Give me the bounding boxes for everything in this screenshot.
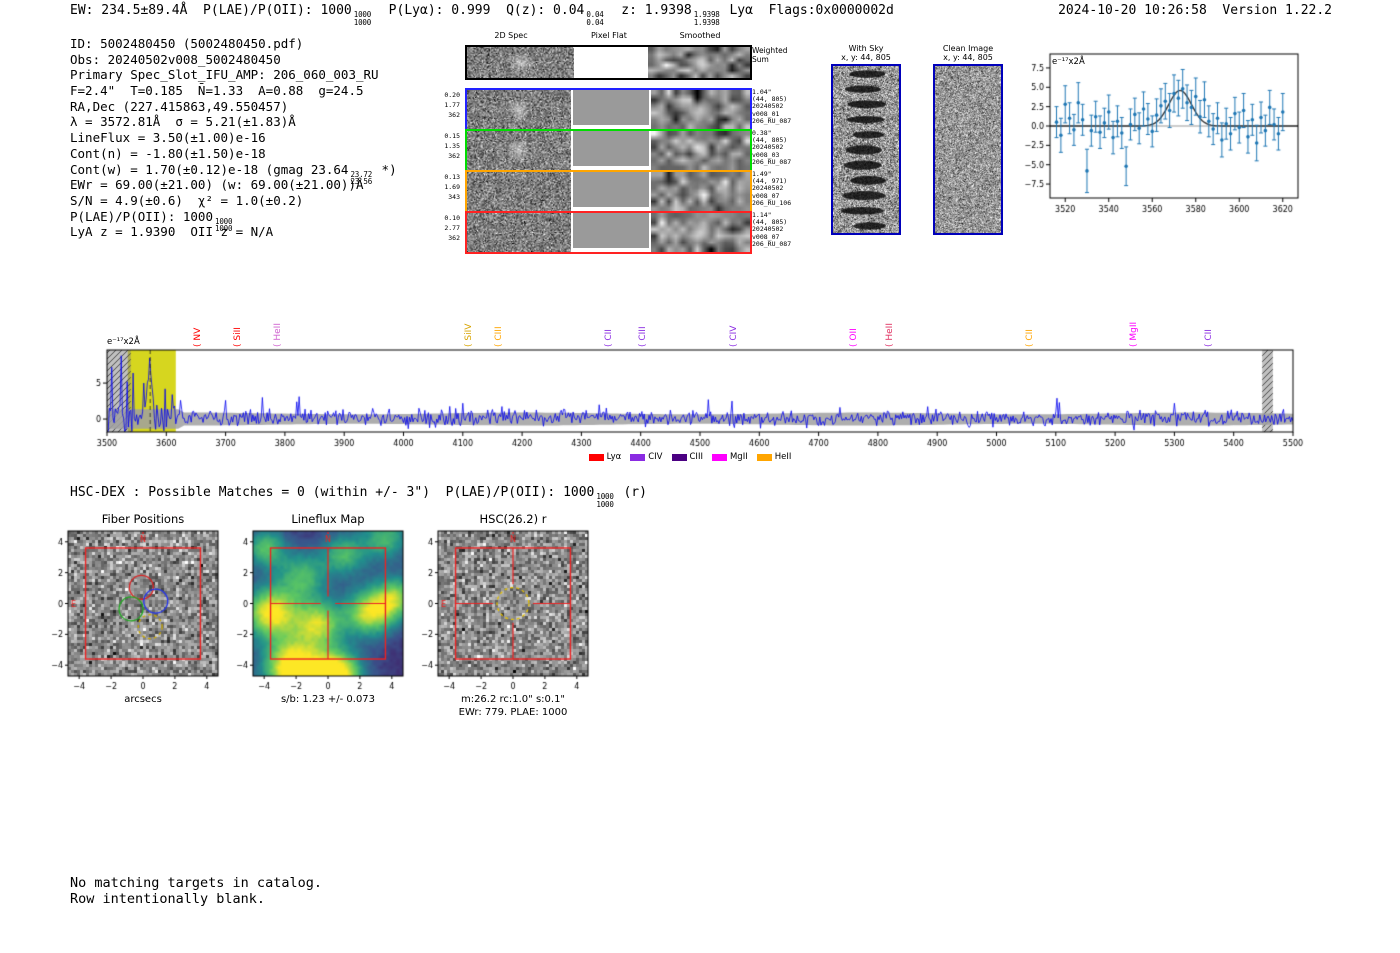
stacked-fraction: 1.9398 1.9398 [693,10,720,27]
legend-item: Lyα [588,452,622,462]
info-line: ID: 5002480450 (5002480450.pdf) [70,36,304,51]
clean-image-title: Clean Image x, y: 44, 805 [942,44,994,62]
fiber-positions-title: Fiber Positions [101,512,185,526]
fiber-2d-spec-image [467,213,571,252]
info-line: Cont(w) = 1.70(±0.12)e-18 (gmag 23.64 23.… [70,161,397,186]
fiber-row-annotation: 0.38" (44, 805) 20240502 v008_03 206_RU_087 [752,129,792,166]
info-line: Cont(n) = -1.80(±1.50)e-18 [70,145,266,161]
fiber-pixel-flat-image [572,172,649,207]
line-fit-plot [1010,48,1305,223]
with-sky-panel [831,64,901,235]
stacked-fraction: 0.04 0.04 [586,10,604,27]
hsc-cutout-title: HSC(26.2) r [479,512,547,526]
lineflux-map-cutout [227,528,413,700]
fiber-row-weights: 0.15 1.35 362 [444,132,460,160]
legend-swatch [671,453,687,461]
legend-item: MgII [711,452,748,462]
legend-swatch [756,453,772,461]
spec2d-fiber-row [465,211,752,254]
info-line: RA,Dec (227.415863,49.550457) [70,98,289,114]
fiber-2d-spec-image [467,172,571,211]
fiber-row-weights: 0.10 2.77 362 [444,214,460,242]
legend-swatch [588,453,604,461]
info-line: Primary Spec_Slot_IFU_AMP: 206_060_003_R… [70,67,379,83]
header-summary-line: EW: 234.5±89.4Å P(LAE)/P(OII): 1000 1000 1… [70,3,894,27]
weighted-sum-smoothed-image [647,47,750,78]
fiber-pixel-flat-image [572,213,649,248]
spec2d-fiber-row [465,129,752,172]
legend-label: HeII [774,452,792,462]
fiber-pixel-flat-image [572,131,649,166]
fiber-smoothed-image [650,90,750,129]
col-title-2d-spec: 2D Spec [494,31,528,40]
col-title-pixel-flat: Pixel Flat [591,31,627,40]
detection-info-block: ID: 5002480450 (5002480450.pdf) Obs: 2024… [70,36,397,240]
legend-item: HeII [756,452,792,462]
clean-image-panel [933,64,1003,235]
hsc-cutout [412,528,598,700]
legend-label: MgII [729,452,748,462]
spec2d-fiber-row [465,170,752,213]
hsc-cutout-caption: m:26.2 rc:1.0" s:0.1" [460,694,566,705]
spec2d-fiber-row [465,88,752,131]
legend-item: CIV [630,452,663,462]
fiber-2d-spec-image [467,131,571,170]
fiber-smoothed-image [650,131,750,170]
fiber-row-annotation: 1.04" (44, 805) 20240502 v008_01 206_RU_087 [752,88,792,125]
weighted-sum-blank-cell [575,47,646,74]
footer-notes: No matching targets in catalog. Row inte… [70,875,322,907]
fiber-positions-caption: arcsecs [124,694,162,705]
info-line: LineFlux = 3.50(±1.00)e-16 [70,130,266,146]
full-spectrum-plot [65,335,1310,453]
weighted-sum-row [465,45,752,80]
fiber-row-annotation: 1.14" (44, 805) 20240502 v008_07 206_RU_087 [752,211,792,248]
stacked-fraction: 1000 1000 [596,492,614,509]
with-sky-image [833,66,899,233]
header-timestamp-version: 2024-10-20 10:26:58 Version 1.22.2 [1058,3,1332,18]
info-line: S/N = 4.9(±0.6) χ² = 1.0(±0.2) [70,192,304,208]
fiber-row-annotation: 1.49" (44, 971) 20240502 v008_07 206_RU_106 [752,170,792,207]
stacked-fraction: 1000 1000 [353,10,372,27]
weighted-sum-2d-spec-image [467,47,574,78]
fiber-row-weights: 0.20 1.77 362 [444,91,460,119]
hsc-dex-matches-line: HSC-DEX : Possible Matches = 0 (within +… [70,485,647,509]
lineflux-map-title: Lineflux Map [291,512,365,526]
footer-line-2: Row intentionally blank. [70,890,266,907]
info-line: λ = 3572.81Å σ = 5.21(±1.83)Å [70,114,296,130]
fiber-smoothed-image [650,213,750,252]
legend-label: Lyα [606,452,622,462]
fiber-smoothed-image [650,172,750,211]
stacked-fraction: 1000 1000 [215,216,233,234]
legend-label: CIII [689,452,703,462]
legend-swatch [711,453,727,461]
info-line: EWr = 69.00(±21.00) (w: 69.00(±21.00))Å [70,177,364,193]
col-title-smoothed: Smoothed [679,31,721,40]
stacked-fraction: 23.72 23.56 [350,169,373,186]
lineflux-map-caption: s/b: 1.23 +/- 0.073 [280,694,376,705]
fiber-2d-spec-image [467,90,571,129]
with-sky-title: With Sky x, y: 44, 805 [841,44,891,62]
hsc-cutout-caption2: EWr: 779. PLAE: 1000 [458,707,568,718]
info-line: LyA z = 1.9390 OII z = N/A [70,224,274,240]
legend-item: CIII [671,452,703,462]
footer-line-1: No matching targets in catalog. [70,875,322,891]
spectrum-legend: Lyα CIV CIII MgII HeII [540,452,840,462]
weighted-sum-label: Weighted Sum [752,46,788,64]
fiber-positions-cutout [42,528,228,700]
line-fit-ylabel: e⁻¹⁷x2Å [1052,57,1085,67]
fiber-pixel-flat-image [572,90,649,125]
legend-swatch [630,453,646,461]
fiber-row-weights: 0.13 1.69 343 [444,173,460,201]
info-line: F=2.4" T=0.185 N̄=1.33 A=0.88 g=24.5 [70,83,364,99]
info-line: Obs: 20240502v008_5002480450 [70,51,281,67]
clean-image [935,66,1001,233]
legend-label: CIV [648,452,663,462]
info-line: P(LAE)/P(OII): 1000 1000 1000 [70,208,233,234]
